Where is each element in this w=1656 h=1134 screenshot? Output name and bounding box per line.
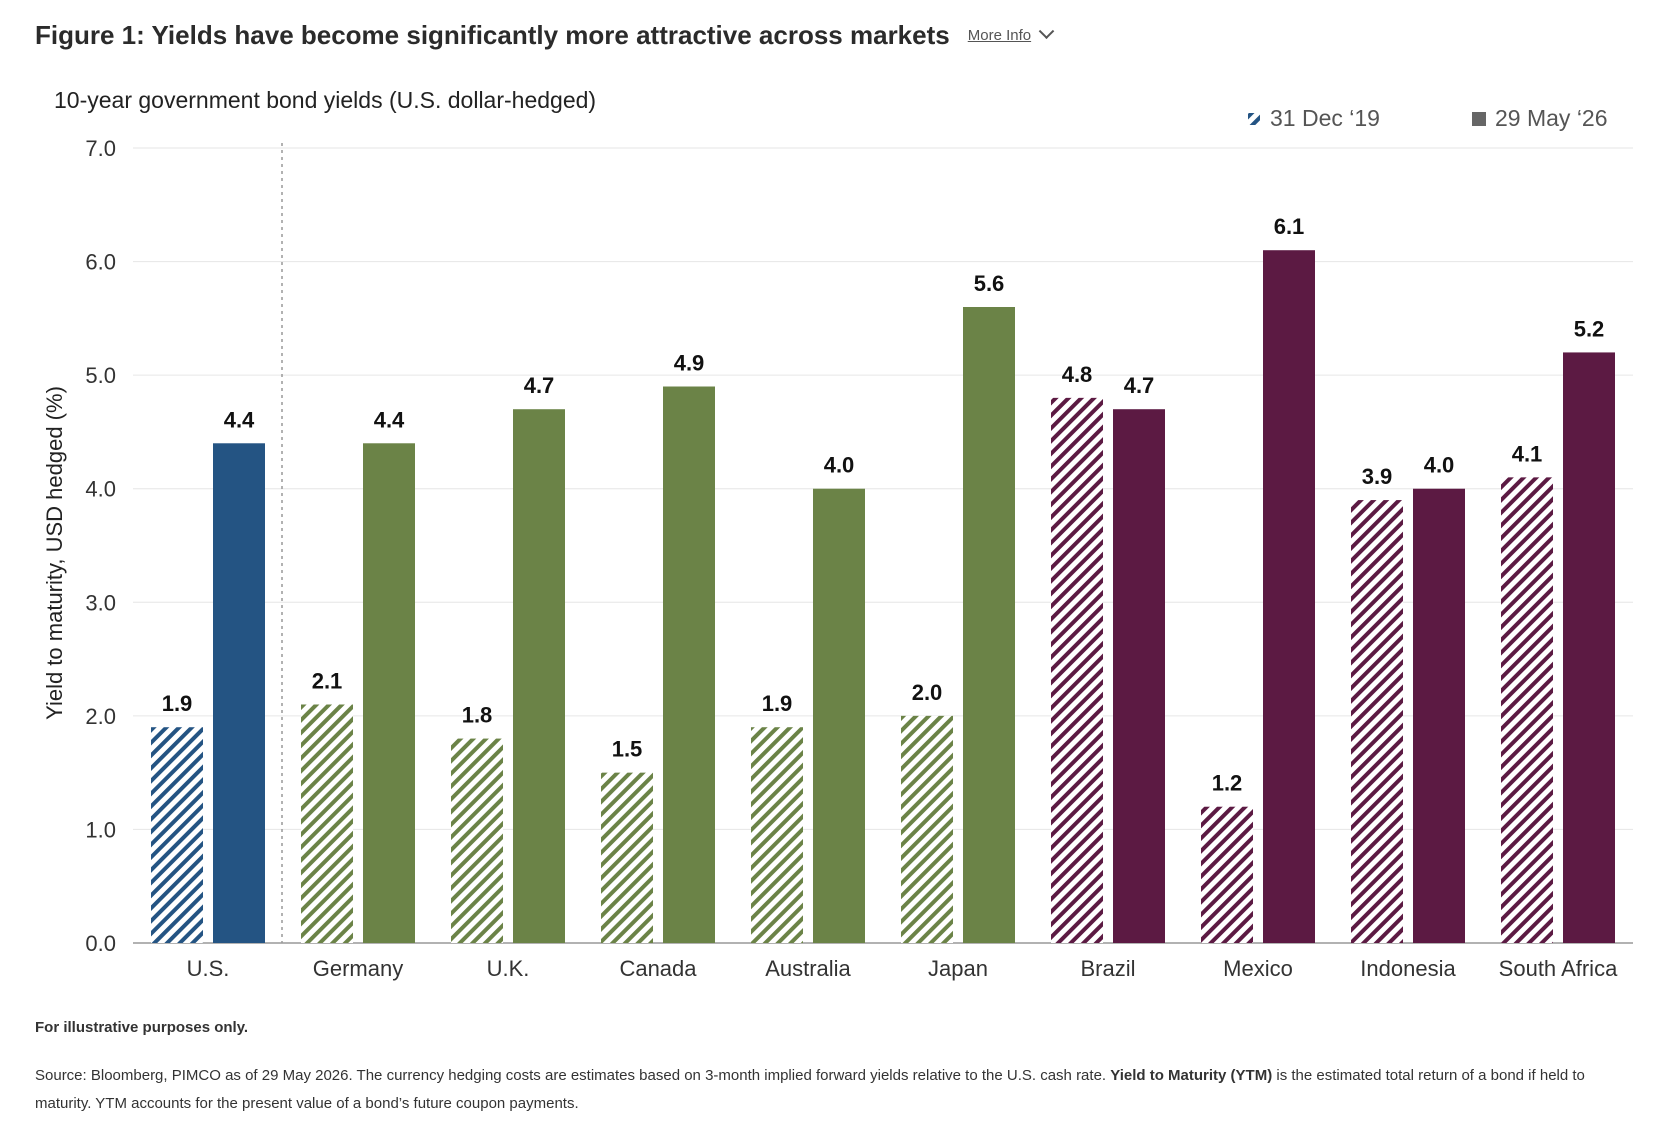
data-labels: 1.9 4.4 2.1 4.4 1.8 4.7 1.5 4.9 1.9 4.0 2.0 5.6 4.8 4… <box>162 214 1605 796</box>
data-label: 6.1 <box>1274 214 1305 239</box>
bar <box>1113 409 1165 943</box>
y-tick-label: 2.0 <box>85 704 116 729</box>
source-ytm-term: Yield to Maturity (YTM) <box>1110 1067 1273 1084</box>
y-tick-label: 1.0 <box>85 817 116 842</box>
x-tick-label: Australia <box>765 956 851 981</box>
bar <box>363 443 415 943</box>
x-tick-label: Germany <box>313 956 403 981</box>
bar-chart: 10-year government bond yields (U.S. dol… <box>42 87 1633 981</box>
legend-swatch-border <box>1246 111 1262 127</box>
bar <box>1413 488 1465 943</box>
y-tick-label: 6.0 <box>85 250 116 275</box>
data-label: 2.0 <box>912 680 943 705</box>
x-tick-label: South Africa <box>1499 956 1618 981</box>
bar <box>213 443 265 943</box>
bar <box>751 727 803 943</box>
y-tick-label: 3.0 <box>85 590 116 615</box>
legend-swatch-hatched <box>1247 112 1261 126</box>
bar <box>1351 500 1403 943</box>
figure-header: Figure 1: Yields have become significant… <box>35 20 1055 51</box>
data-label: 4.7 <box>1124 373 1155 398</box>
data-label: 5.6 <box>974 271 1005 296</box>
data-label: 2.1 <box>312 669 343 694</box>
bar <box>301 704 353 943</box>
y-tick-label: 4.0 <box>85 477 116 502</box>
data-label: 1.5 <box>612 737 643 762</box>
y-tick-label: 0.0 <box>85 931 116 956</box>
bar <box>1201 806 1253 943</box>
y-tick-label: 7.0 <box>85 136 116 161</box>
legend: 31 Dec ‘19 29 May ‘26 <box>1246 105 1608 131</box>
legend-swatch-solid <box>1472 112 1486 126</box>
y-tick-labels: 0.0 1.0 2.0 3.0 4.0 5.0 6.0 7.0 <box>85 136 116 956</box>
figure-title: Figure 1: Yields have become significant… <box>35 20 950 50</box>
more-info-toggle[interactable]: More Info <box>967 23 1055 44</box>
data-label: 4.8 <box>1062 362 1093 387</box>
data-label: 5.2 <box>1574 316 1605 341</box>
x-tick-label: Indonesia <box>1360 956 1456 981</box>
bar <box>901 715 953 943</box>
bar <box>1501 477 1553 943</box>
legend-item: 31 Dec ‘19 <box>1246 105 1380 131</box>
data-label: 4.0 <box>1424 453 1455 478</box>
source-text-end: is the estimated total return of a bond … <box>35 1067 1585 1112</box>
data-label: 1.2 <box>1212 771 1243 796</box>
data-label: 4.0 <box>824 453 855 478</box>
bar <box>151 727 203 943</box>
x-tick-label: Canada <box>619 956 697 981</box>
data-label: 1.9 <box>162 691 193 716</box>
bar <box>601 772 653 943</box>
data-label: 4.1 <box>1512 441 1543 466</box>
data-label: 1.8 <box>462 703 493 728</box>
x-tick-label: Japan <box>928 956 988 981</box>
bar <box>1563 352 1615 943</box>
bar <box>1263 250 1315 943</box>
bar <box>1051 397 1103 943</box>
data-label: 1.9 <box>762 691 793 716</box>
x-tick-label: Mexico <box>1223 956 1293 981</box>
bar <box>663 386 715 943</box>
y-axis-label: Yield to maturity, USD hedged (%) <box>42 386 67 720</box>
y-tick-label: 5.0 <box>85 363 116 388</box>
source-note: Source: Bloomberg, PIMCO as of 29 May 20… <box>35 1062 1635 1118</box>
legend-label: 29 May ‘26 <box>1495 105 1608 131</box>
legend-item: 29 May ‘26 <box>1472 105 1608 131</box>
data-label: 3.9 <box>1362 464 1393 489</box>
x-tick-label: U.S. <box>187 956 230 981</box>
data-label: 4.7 <box>524 373 555 398</box>
bar <box>963 307 1015 943</box>
x-tick-labels: U.S. Germany U.K. Canada Australia Japan Brazi… <box>187 956 1618 981</box>
x-tick-label: Brazil <box>1080 956 1135 981</box>
source-text: Source: Bloomberg, PIMCO as of 29 May 20… <box>35 1067 1111 1084</box>
x-tick-label: U.K. <box>487 956 530 981</box>
data-label: 4.9 <box>674 351 705 376</box>
legend-label: 31 Dec ‘19 <box>1270 105 1380 131</box>
illustrative-note: For illustrative purposes only. <box>35 1019 249 1036</box>
bar <box>513 409 565 943</box>
data-label: 4.4 <box>374 407 405 432</box>
gridlines <box>133 143 1633 944</box>
bar <box>451 738 503 943</box>
bar <box>813 488 865 943</box>
bars <box>151 250 1615 943</box>
more-info-label[interactable]: More Info <box>967 27 1032 44</box>
chart-title: 10-year government bond yields (U.S. dol… <box>54 87 596 113</box>
data-label: 4.4 <box>224 407 255 432</box>
